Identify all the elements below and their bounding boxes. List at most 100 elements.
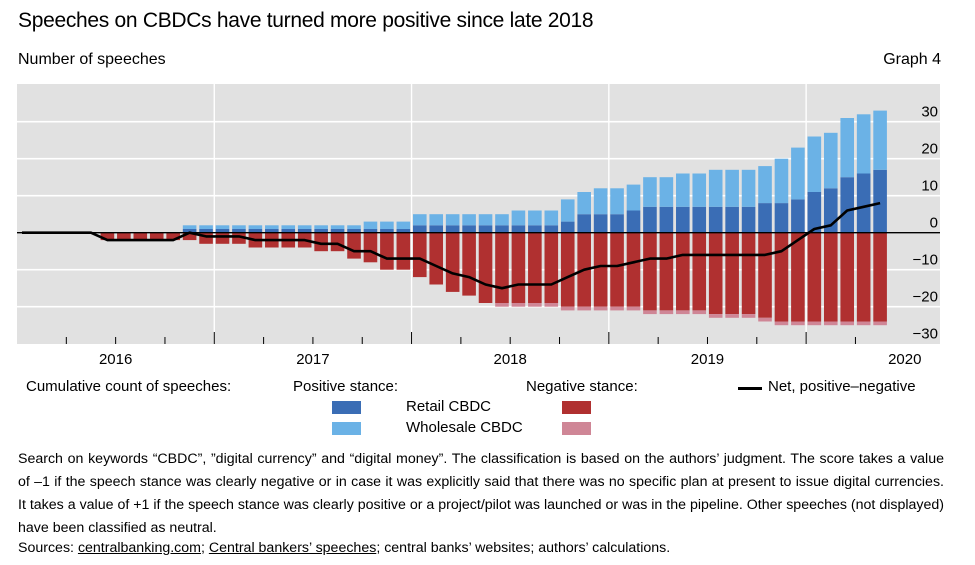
bar-wholesale-positive	[297, 225, 312, 229]
bar-wholesale-negative	[593, 306, 608, 311]
bar-wholesale-negative	[643, 310, 657, 315]
bar-retail-positive	[478, 225, 493, 233]
bar-retail-positive	[445, 225, 460, 233]
bar-wholesale-positive	[610, 188, 624, 215]
x-tick-label: 2018	[494, 351, 527, 368]
bar-wholesale-negative	[823, 321, 838, 326]
bar-retail-positive	[676, 206, 690, 233]
bar-retail-negative	[774, 232, 789, 322]
y-tick-label: −20	[913, 289, 938, 306]
bar-wholesale-positive	[528, 210, 542, 226]
bar-wholesale-negative	[856, 321, 871, 326]
bar-retail-positive	[659, 206, 674, 233]
bar-retail-positive	[199, 229, 213, 233]
bar-retail-positive	[215, 229, 230, 233]
chart-title: Speeches on CBDCs have turned more posit…	[18, 9, 594, 32]
bar-retail-negative	[232, 232, 246, 244]
bar-retail-negative	[544, 232, 559, 303]
bar-retail-negative	[511, 232, 526, 303]
bar-wholesale-negative	[610, 306, 624, 311]
graph-number: Graph 4	[883, 51, 941, 68]
bar-retail-positive	[232, 229, 246, 233]
bar-wholesale-positive	[659, 177, 674, 207]
bar-retail-positive	[396, 229, 411, 233]
bar-retail-negative	[149, 232, 164, 241]
bar-wholesale-negative	[708, 314, 723, 318]
bar-wholesale-positive	[577, 192, 591, 215]
bar-retail-positive	[297, 229, 312, 233]
bar-wholesale-negative	[873, 321, 887, 326]
bar-wholesale-positive	[544, 210, 559, 226]
sources-separator: ;	[200, 540, 209, 556]
bar-wholesale-positive	[215, 225, 230, 229]
y-tick-label: 10	[921, 178, 938, 195]
bar-retail-negative	[873, 232, 887, 322]
bar-retail-negative	[330, 232, 345, 252]
bar-retail-positive	[429, 225, 444, 233]
bar-retail-negative	[692, 232, 707, 311]
bar-wholesale-positive	[626, 184, 641, 211]
bar-retail-positive	[643, 206, 657, 233]
bar-retail-negative	[626, 232, 641, 307]
bar-retail-positive	[265, 229, 279, 233]
bar-wholesale-positive	[823, 132, 838, 189]
bar-retail-negative	[166, 232, 180, 241]
bar-retail-positive	[544, 225, 559, 233]
source-link-centralbanking[interactable]: centralbanking.com	[77, 540, 201, 556]
bar-retail-positive	[791, 199, 805, 233]
bar-wholesale-negative	[560, 306, 575, 311]
bar-retail-negative	[182, 232, 197, 241]
bar-retail-positive	[741, 206, 756, 233]
y-tick-label: 0	[930, 215, 938, 232]
y-tick-label: 30	[921, 104, 938, 121]
bar-retail-positive	[281, 229, 296, 233]
y-tick-label: −30	[913, 326, 938, 343]
bar-retail-negative	[445, 232, 460, 292]
bar-wholesale-positive	[840, 118, 855, 178]
bar-wholesale-positive	[429, 214, 444, 226]
bar-retail-positive	[807, 192, 822, 233]
bar-retail-negative	[593, 232, 608, 307]
bar-wholesale-negative	[577, 306, 591, 311]
bar-wholesale-positive	[741, 169, 756, 207]
bar-wholesale-positive	[807, 136, 822, 192]
bar-wholesale-positive	[330, 225, 345, 229]
bar-wholesale-negative	[626, 306, 641, 311]
bar-retail-negative	[347, 232, 361, 259]
bar-retail-negative	[856, 232, 871, 322]
bars	[100, 110, 887, 326]
bar-wholesale-positive	[445, 214, 460, 226]
bar-retail-negative	[643, 232, 657, 311]
bar-retail-negative	[429, 232, 444, 285]
legend-swatch-wholesale-positive	[332, 422, 361, 435]
bar-wholesale-positive	[643, 177, 657, 207]
y-tick-label: 20	[921, 141, 938, 158]
legend-net-label: Net, positive–negative	[768, 378, 916, 395]
x-tick-label: 2017	[296, 351, 329, 368]
bar-wholesale-positive	[199, 225, 213, 229]
bar-wholesale-positive	[791, 147, 805, 200]
bar-retail-positive	[560, 221, 575, 233]
bar-retail-positive	[856, 173, 871, 233]
legend-swatch-retail-positive	[332, 401, 361, 414]
bar-retail-negative	[199, 232, 213, 244]
bar-retail-negative	[412, 232, 427, 278]
bar-retail-negative	[659, 232, 674, 311]
bar-wholesale-negative	[676, 310, 690, 315]
bar-wholesale-negative	[774, 321, 789, 326]
bar-retail-positive	[330, 229, 345, 233]
bar-wholesale-negative	[758, 317, 772, 322]
bar-wholesale-positive	[692, 173, 707, 207]
sources-rest: ; central banks’ websites; authors’ calc…	[376, 540, 671, 556]
legend-wholesale-label: Wholesale CBDC	[406, 419, 523, 436]
bar-retail-positive	[412, 225, 427, 233]
bar-retail-negative	[314, 232, 328, 252]
x-axis-ticks: 2016 2017 2018 2019 2020	[65, 332, 921, 368]
source-link-central-bankers-speeches[interactable]: Central bankers’ speeches	[208, 540, 377, 556]
bar-retail-negative	[758, 232, 772, 318]
bar-retail-positive	[528, 225, 542, 233]
y-tick-label: −10	[913, 252, 938, 269]
bar-retail-negative	[610, 232, 624, 307]
x-tick-label: 2016	[99, 351, 132, 368]
bar-retail-negative	[215, 232, 230, 244]
